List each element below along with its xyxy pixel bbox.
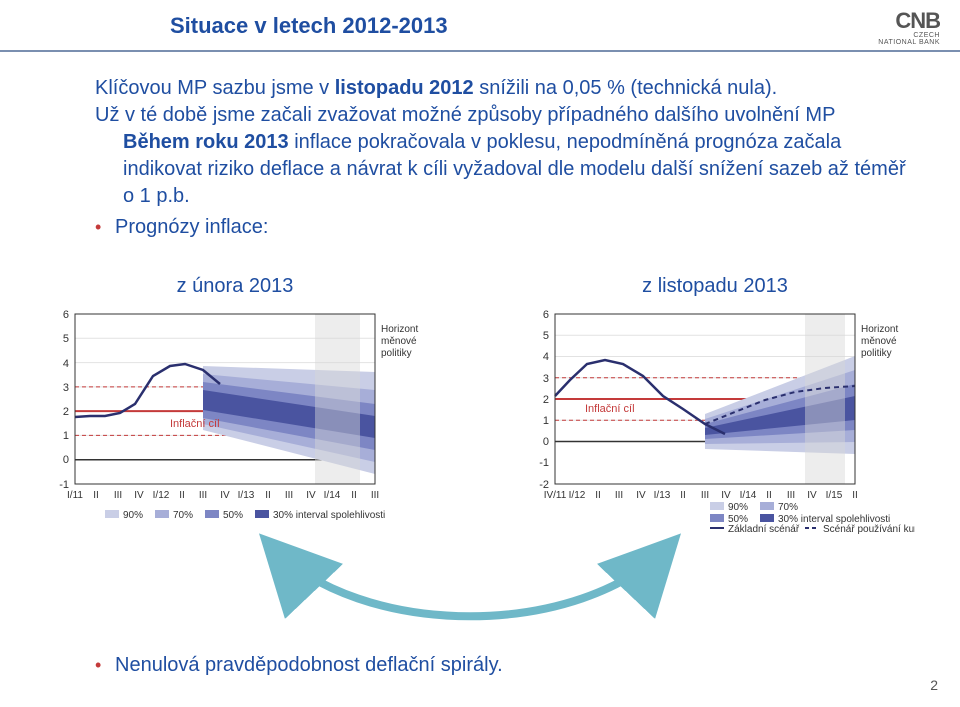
svg-text:Scénář používání kurzu: Scénář používání kurzu bbox=[823, 524, 915, 534]
svg-text:I/13: I/13 bbox=[654, 490, 671, 501]
svg-text:II: II bbox=[680, 490, 686, 501]
p1-bold: listopadu 2012 bbox=[335, 77, 474, 99]
chart-left-svg: -1 0 1 2 3 4 5 6 I/11IIIIIIV I/12IIIIIIV… bbox=[35, 304, 435, 534]
svg-text:1: 1 bbox=[543, 415, 549, 427]
cnb-logo: CNB CZECH NATIONAL BANK bbox=[878, 10, 940, 46]
svg-text:IV: IV bbox=[807, 490, 817, 501]
p1-b: snížili na 0,05 % (technická nula). bbox=[474, 77, 778, 99]
svg-text:I/12: I/12 bbox=[569, 490, 586, 501]
svg-text:Základní scénář: Základní scénář bbox=[728, 524, 800, 534]
svg-text:III: III bbox=[371, 490, 379, 501]
svg-text:IV: IV bbox=[721, 490, 731, 501]
svg-text:III: III bbox=[199, 490, 207, 501]
header-rule bbox=[0, 50, 960, 52]
svg-text:I/13: I/13 bbox=[238, 490, 255, 501]
svg-text:III: III bbox=[285, 490, 293, 501]
svg-text:IV: IV bbox=[636, 490, 646, 501]
bullet-prognozy: • Prognózy inflace: bbox=[95, 216, 910, 239]
svg-text:70%: 70% bbox=[173, 510, 193, 521]
logo-subtext-1: CZECH bbox=[878, 32, 940, 39]
bullets: • Prognózy inflace: bbox=[95, 216, 910, 239]
charts-row: z února 2013 bbox=[0, 275, 960, 534]
para-1: Klíčovou MP sazbu jsme v listopadu 2012 … bbox=[95, 75, 910, 102]
content-block: Klíčovou MP sazbu jsme v listopadu 2012 … bbox=[95, 75, 910, 239]
svg-text:II: II bbox=[595, 490, 601, 501]
svg-text:IV: IV bbox=[220, 490, 230, 501]
horizon-label-left-2: měnové bbox=[381, 336, 417, 347]
chart-left: -1 0 1 2 3 4 5 6 I/11IIIIIIV I/12IIIIIIV… bbox=[35, 304, 435, 534]
svg-text:5: 5 bbox=[543, 330, 549, 342]
svg-text:1: 1 bbox=[63, 430, 69, 442]
svg-text:3: 3 bbox=[543, 373, 549, 385]
svg-text:I/14: I/14 bbox=[740, 490, 757, 501]
chart-right-caption: z listopadu 2013 bbox=[470, 275, 960, 298]
svg-text:III: III bbox=[701, 490, 709, 501]
inflacni-cil-label-right: Inflační cíl bbox=[585, 403, 635, 415]
svg-text:3: 3 bbox=[63, 382, 69, 394]
svg-text:IV: IV bbox=[134, 490, 144, 501]
logo-subtext-2: NATIONAL BANK bbox=[878, 39, 940, 46]
page-number: 2 bbox=[930, 677, 938, 693]
svg-text:II: II bbox=[351, 490, 357, 501]
svg-text:2: 2 bbox=[543, 394, 549, 406]
horizon-label-left-1: Horizont bbox=[381, 324, 418, 335]
swoosh-arrow-icon bbox=[240, 530, 700, 640]
chart-right-col: z listopadu 2013 bbox=[470, 275, 960, 534]
horizon-label-right-1: Horizont bbox=[861, 324, 898, 335]
chart-right-svg: -2 -1 0 1 2 3 4 5 6 IV/11I/12IIIIIIV I/1… bbox=[515, 304, 915, 534]
svg-text:4: 4 bbox=[63, 358, 69, 370]
svg-text:5: 5 bbox=[63, 333, 69, 345]
svg-text:2: 2 bbox=[63, 406, 69, 418]
horizon-label-left-3: politiky bbox=[381, 348, 412, 359]
chart-left-caption: z února 2013 bbox=[0, 275, 470, 298]
svg-text:90%: 90% bbox=[728, 502, 748, 513]
logo-text: CNB bbox=[878, 10, 940, 32]
para-2: Už v té době jsme začali zvažovat možné … bbox=[95, 102, 910, 129]
svg-text:4: 4 bbox=[543, 351, 549, 363]
svg-text:IV/11: IV/11 bbox=[544, 490, 567, 501]
svg-text:III: III bbox=[615, 490, 623, 501]
svg-text:0: 0 bbox=[63, 454, 69, 466]
svg-text:0: 0 bbox=[543, 436, 549, 448]
chart-left-col: z února 2013 bbox=[0, 275, 470, 534]
svg-text:6: 6 bbox=[63, 309, 69, 321]
svg-text:I/14: I/14 bbox=[324, 490, 341, 501]
svg-text:90%: 90% bbox=[123, 510, 143, 521]
footer-bullet: • Nenulová pravděpodobnost deflační spir… bbox=[95, 654, 503, 677]
inflacni-cil-label-left: Inflační cíl bbox=[170, 418, 220, 430]
svg-text:II: II bbox=[93, 490, 99, 501]
horizon-label-right-2: měnové bbox=[861, 336, 897, 347]
bullet-dot-icon: • bbox=[95, 217, 115, 238]
svg-text:-1: -1 bbox=[539, 457, 549, 469]
horizon-label-right-3: politiky bbox=[861, 348, 892, 359]
slide-title: Situace v letech 2012-2013 bbox=[170, 13, 448, 39]
footer-bullet-dot-icon: • bbox=[95, 655, 115, 676]
svg-text:I/15: I/15 bbox=[826, 490, 843, 501]
svg-text:70%: 70% bbox=[778, 502, 798, 513]
footer-bullet-text: Nenulová pravděpodobnost deflační spirál… bbox=[115, 654, 503, 677]
svg-text:III: III bbox=[114, 490, 122, 501]
svg-text:IV: IV bbox=[306, 490, 316, 501]
p1-a: Klíčovou MP sazbu jsme v bbox=[95, 77, 335, 99]
svg-text:III: III bbox=[787, 490, 795, 501]
bullet-prognozy-text: Prognózy inflace: bbox=[115, 216, 268, 239]
svg-text:I/12: I/12 bbox=[153, 490, 170, 501]
svg-text:II: II bbox=[265, 490, 271, 501]
svg-text:II: II bbox=[766, 490, 772, 501]
slide: Situace v letech 2012-2013 CNB CZECH NAT… bbox=[0, 0, 960, 707]
para-3: Během roku 2013 inflace pokračovala v po… bbox=[123, 129, 910, 210]
chart-right: -2 -1 0 1 2 3 4 5 6 IV/11I/12IIIIIIV I/1… bbox=[515, 304, 915, 534]
svg-text:II: II bbox=[852, 490, 858, 501]
svg-text:30% interval spolehlivosti: 30% interval spolehlivosti bbox=[273, 510, 385, 521]
svg-text:6: 6 bbox=[543, 309, 549, 321]
svg-text:I/11: I/11 bbox=[67, 490, 83, 501]
svg-text:II: II bbox=[179, 490, 185, 501]
p3-bold: Během roku 2013 bbox=[123, 131, 289, 153]
svg-text:50%: 50% bbox=[223, 510, 243, 521]
